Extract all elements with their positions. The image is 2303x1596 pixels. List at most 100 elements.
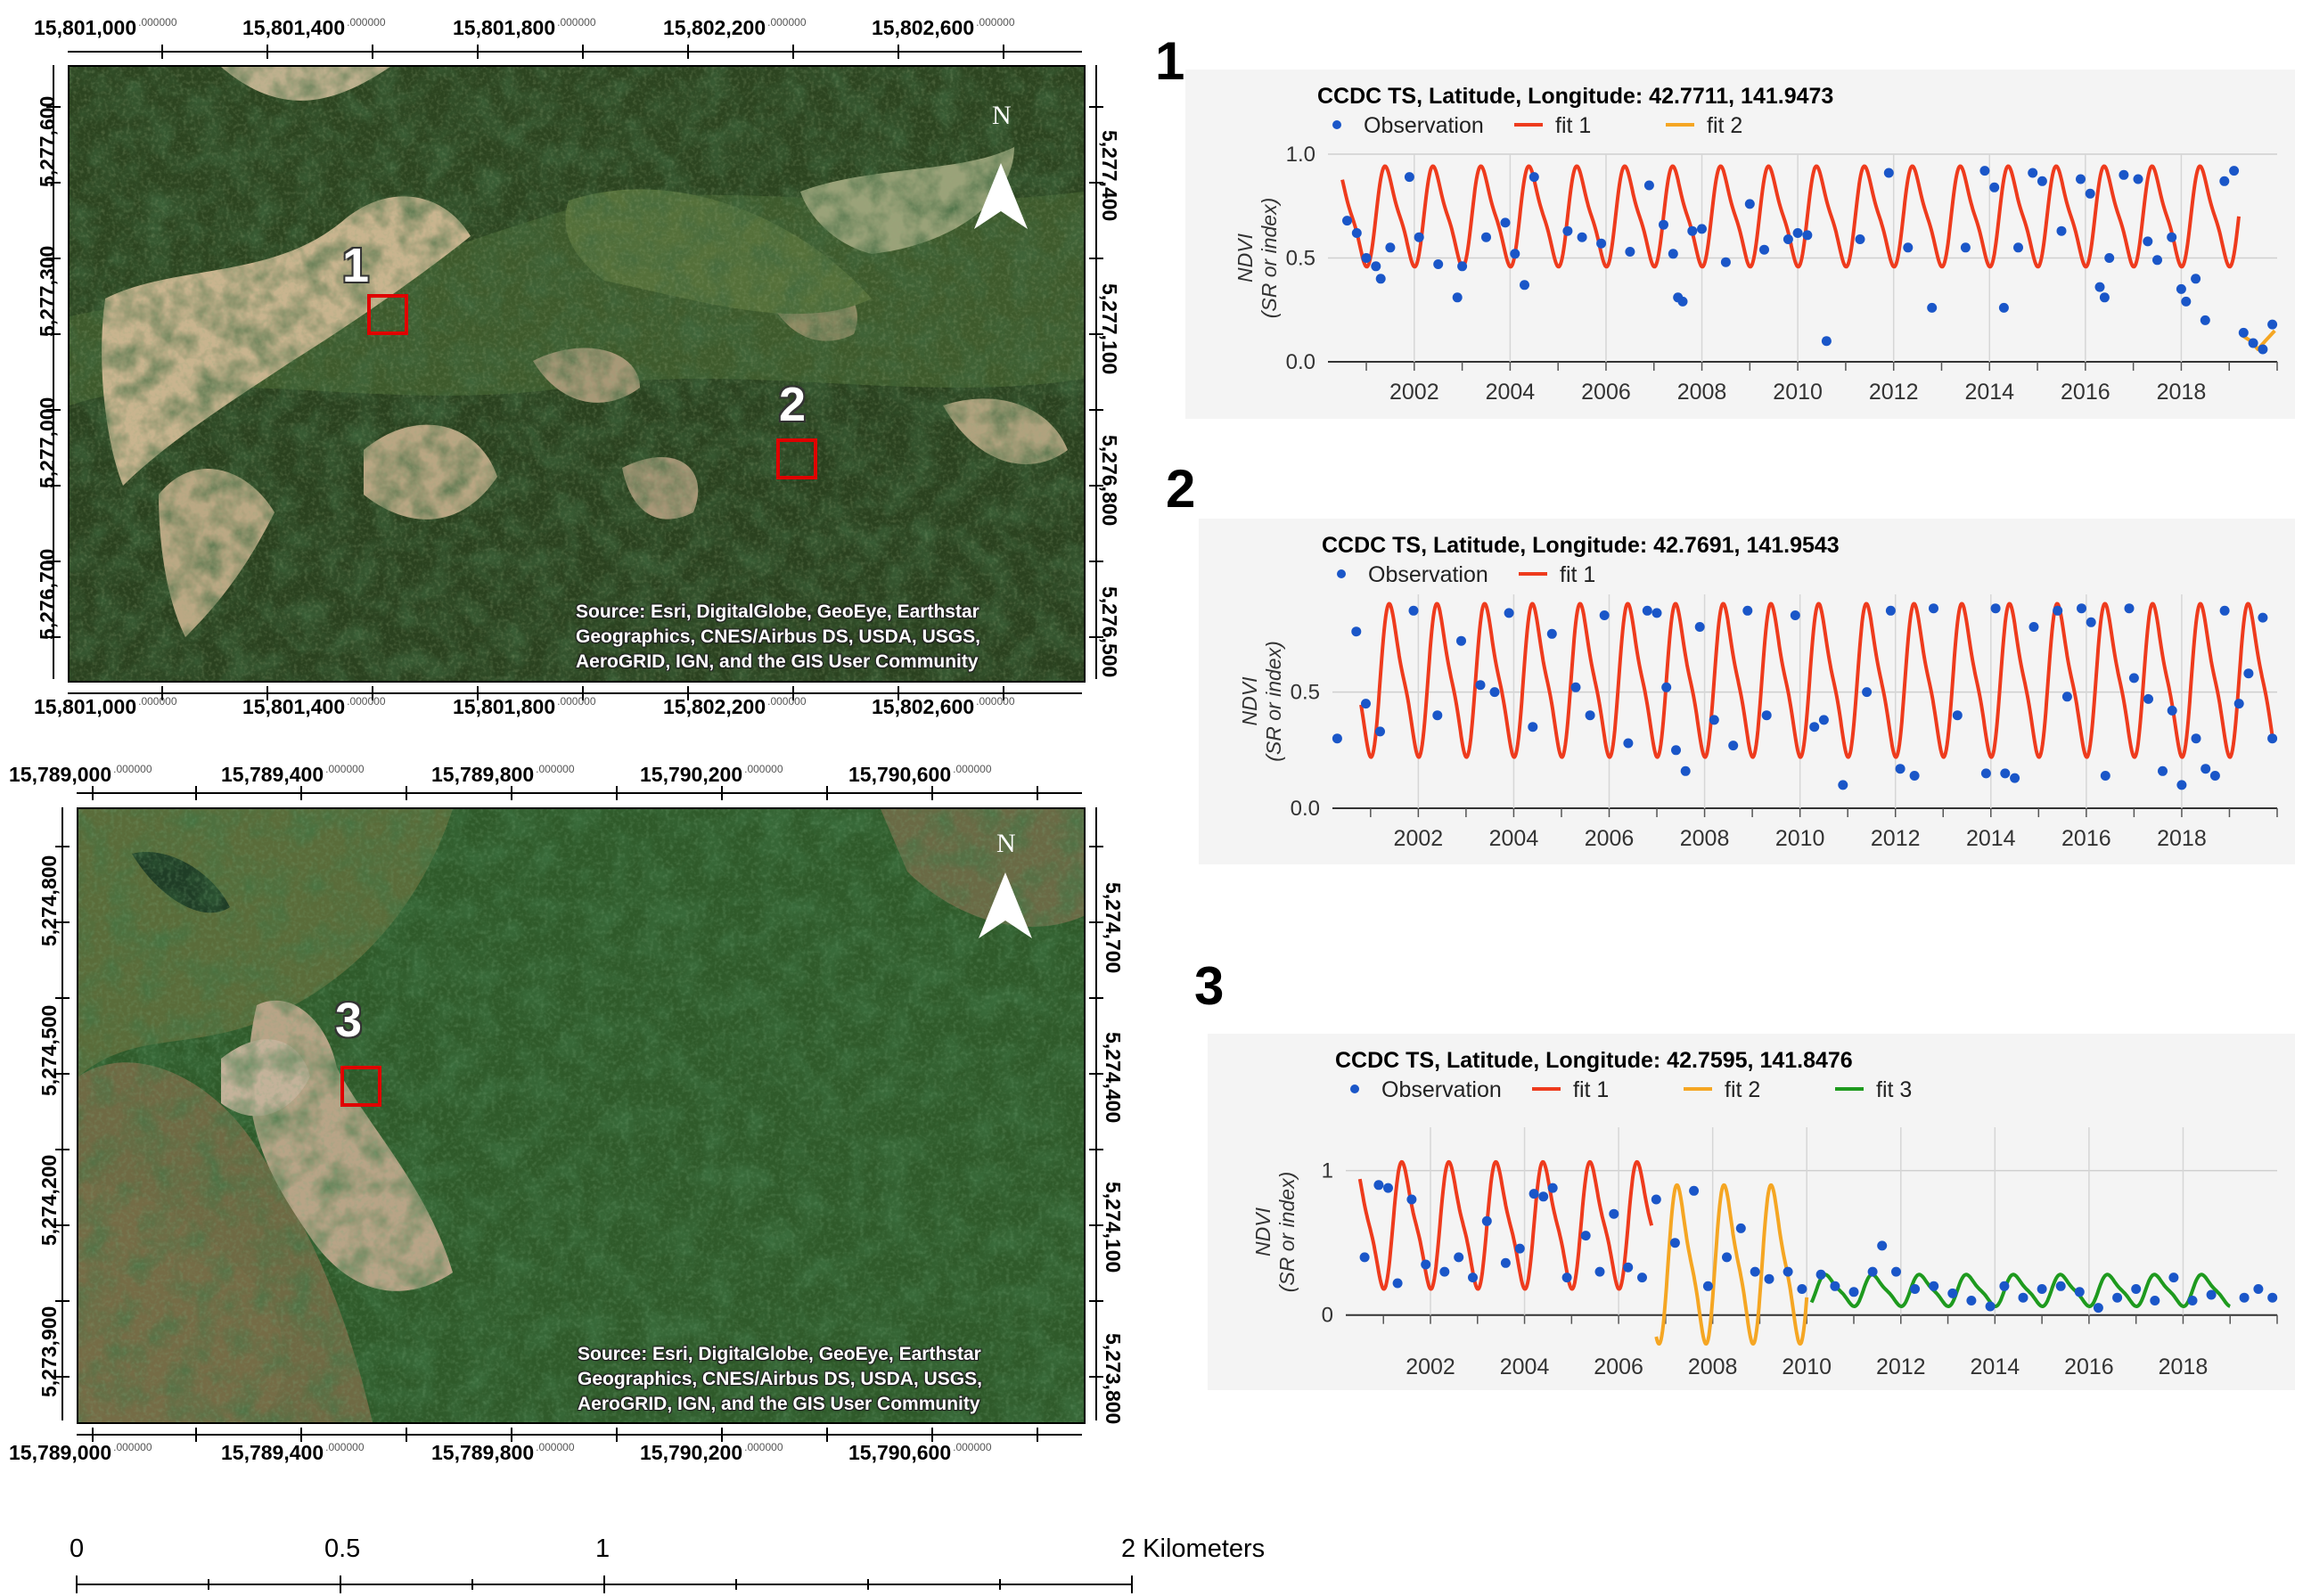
coord: 15,789,000.000000 (9, 1441, 152, 1464)
observation-point (2028, 168, 2038, 178)
observation-point (1594, 1266, 1605, 1277)
chart-title: CCDC TS, Latitude, Longitude: 42.7711, 1… (1317, 84, 1833, 109)
observation-point (2013, 242, 2023, 253)
coord: 15,801,800.000000 (453, 16, 596, 39)
observation-point (1797, 1284, 1807, 1294)
observation-point (1371, 261, 1381, 272)
observation-point (1351, 626, 1362, 637)
chart-title: CCDC TS, Latitude, Longitude: 42.7595, 1… (1335, 1048, 1853, 1073)
observation-point (1585, 710, 1595, 721)
observation-point (1761, 710, 1772, 721)
observation-point (1529, 1189, 1539, 1199)
chart-panel-3: CCDC TS, Latitude, Longitude: 42.7595, 1… (1208, 1034, 2295, 1390)
observation-point (1677, 296, 1688, 307)
observation-point (1623, 738, 1634, 749)
observation-point (1623, 1262, 1634, 1273)
observation-point (1680, 765, 1691, 776)
x-tick-label: 2012 (1869, 380, 1919, 405)
map-1-north-arrow (974, 163, 1028, 229)
x-tick-label: 2014 (1966, 826, 2016, 851)
observation-point (1432, 710, 1443, 721)
observation-point (1947, 1288, 1958, 1298)
observation-point (1990, 603, 2001, 614)
observation-point (2191, 733, 2201, 744)
observation-point (2258, 344, 2268, 355)
observation-point (1406, 1194, 1417, 1205)
observation-point (1562, 225, 1573, 236)
observation-point (2206, 1289, 2217, 1300)
observation-point (2037, 176, 2047, 186)
observation-point (1735, 1223, 1746, 1233)
observation-point (1702, 1281, 1713, 1291)
observation-point (1454, 1252, 1464, 1263)
observation-point (2028, 622, 2039, 632)
observation-point (1838, 780, 1848, 790)
observation-point (1433, 259, 1444, 269)
x-tick-label: 2014 (1964, 380, 2014, 405)
legend-label: fit 2 (1707, 113, 1742, 138)
legend-observation-marker (1337, 569, 1346, 578)
observation-point (2093, 1303, 2103, 1314)
observation-point (2000, 768, 2011, 779)
fit-line-1 (1357, 1159, 1654, 1291)
panel-number-2: 2 (1166, 459, 1196, 519)
map-2-source: Source: Esri, DigitalGlobe, GeoEye, Eart… (578, 1344, 982, 1414)
x-tick-label: 2016 (2061, 380, 2110, 405)
observation-point (2229, 166, 2240, 176)
observation-point (1687, 225, 1698, 236)
observation-point (1520, 280, 1529, 291)
coord: 15,789,000.000000 (9, 763, 152, 786)
x-tick-label: 2004 (1486, 380, 1536, 405)
observation-point (1668, 249, 1678, 259)
observation-point (2167, 232, 2177, 242)
coord: 15,801,000.000000 (34, 16, 177, 39)
satellite-image-2 (78, 809, 1084, 1422)
observation-point (1651, 608, 1662, 618)
chart-panel-2: CCDC TS, Latitude, Longitude: 42.7691, 1… (1199, 519, 2295, 864)
observation-point (1818, 715, 1829, 725)
coord: 15,801,000.000000 (34, 695, 177, 718)
observation-point (1790, 610, 1800, 620)
observation-point (1580, 1231, 1591, 1241)
observation-point (1332, 733, 1342, 744)
y-axis-label: NDVI (1238, 676, 1261, 726)
observation-point (1489, 687, 1500, 698)
observation-point (1999, 1281, 2010, 1291)
observation-point (1599, 610, 1610, 620)
panel-number-3: 3 (1194, 956, 1225, 1016)
observation-point (2131, 1284, 2142, 1294)
observation-point (1361, 699, 1371, 709)
observation-point (1659, 219, 1668, 230)
observation-point (2128, 673, 2139, 683)
observation-point (2239, 1292, 2250, 1303)
fit-line-2 (1654, 1183, 1809, 1346)
observation-point (1421, 1259, 1431, 1270)
observation-point (1895, 764, 1906, 774)
observation-point (1651, 1194, 1661, 1205)
observation-point (1671, 745, 1681, 756)
observation-point (1359, 1252, 1370, 1263)
x-tick-label: 2018 (2157, 380, 2207, 405)
panel-number-1: 1 (1155, 31, 1185, 91)
observation-point (1815, 1269, 1826, 1280)
fit-line-1 (1359, 602, 2274, 759)
x-tick-label: 2010 (1775, 826, 1825, 851)
observation-point (1802, 230, 1813, 241)
observation-point (1821, 336, 1832, 347)
observation-point (1877, 1240, 1888, 1251)
fit-line-3 (1809, 1273, 2232, 1308)
observation-point (1980, 768, 1991, 779)
legend-label: fit 1 (1555, 113, 1591, 138)
observation-point (1392, 1278, 1403, 1289)
observation-point (1510, 249, 1520, 259)
observation-point (2086, 617, 2096, 627)
observation-point (1351, 228, 1362, 238)
observation-point (2077, 603, 2086, 614)
observation-point (2187, 1296, 2198, 1305)
observation-point (1375, 274, 1386, 284)
x-tick-label: 2018 (2157, 826, 2207, 851)
observation-point (2150, 1296, 2160, 1305)
site-1-marker (367, 294, 408, 335)
observation-point (1457, 261, 1468, 272)
observation-point (2124, 603, 2135, 614)
